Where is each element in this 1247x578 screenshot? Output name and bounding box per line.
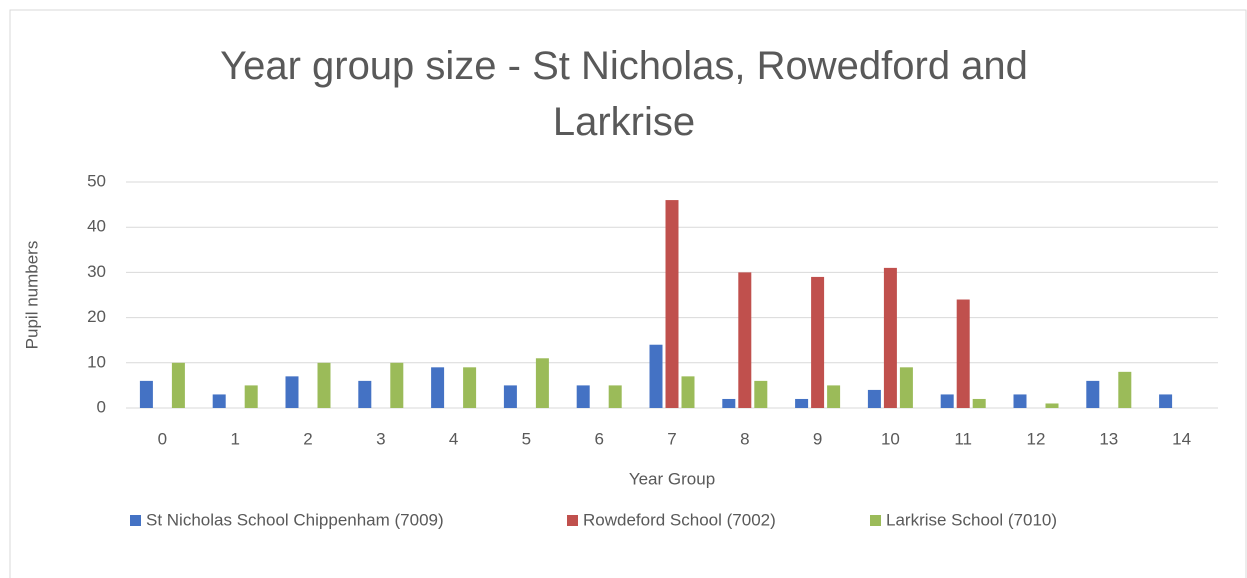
bar <box>899 367 913 408</box>
bar <box>649 344 663 408</box>
x-tick-label: 2 <box>303 429 312 448</box>
bar <box>463 367 477 408</box>
bar <box>317 362 331 408</box>
legend-swatch <box>130 515 141 526</box>
y-axis-title: Pupil numbers <box>22 241 41 350</box>
x-tick-label: 9 <box>813 429 822 448</box>
legend-swatch <box>567 515 578 526</box>
x-tick-label: 13 <box>1099 429 1118 448</box>
y-tick-label: 40 <box>87 217 106 236</box>
legend-label: St Nicholas School Chippenham (7009) <box>146 510 444 529</box>
x-tick-label: 14 <box>1172 429 1191 448</box>
y-tick-label: 20 <box>87 307 106 326</box>
bar <box>1013 394 1027 408</box>
bar <box>576 385 590 408</box>
legend-swatch <box>870 515 881 526</box>
y-tick-label: 50 <box>87 171 106 190</box>
bar <box>883 267 897 408</box>
y-tick-label: 10 <box>87 352 106 371</box>
bar <box>972 398 986 408</box>
x-tick-label: 3 <box>376 429 385 448</box>
bar <box>754 380 768 408</box>
bar <box>244 385 258 408</box>
chart-border <box>9 9 1247 578</box>
bar <box>431 367 445 408</box>
bar <box>1159 394 1173 408</box>
x-tick-label: 1 <box>230 429 239 448</box>
bar <box>1045 403 1059 408</box>
bar <box>738 272 752 408</box>
bar <box>722 398 736 408</box>
x-tick-label: 8 <box>740 429 749 448</box>
bar <box>608 385 622 408</box>
bar <box>535 358 549 408</box>
x-tick-label: 12 <box>1027 429 1046 448</box>
bar <box>811 276 825 408</box>
x-tick-label: 11 <box>954 429 972 448</box>
y-tick-label: 30 <box>87 262 106 281</box>
bar <box>171 362 185 408</box>
x-tick-label: 10 <box>881 429 900 448</box>
x-axis-title: Year Group <box>629 469 715 488</box>
x-tick-label: 6 <box>594 429 603 448</box>
chart-title: Year group size - St Nicholas, Rowedford… <box>220 44 1028 144</box>
x-tick-label: 0 <box>158 429 167 448</box>
bar <box>212 394 226 408</box>
bar <box>1086 380 1100 408</box>
legend-label: Larkrise School (7010) <box>886 510 1057 529</box>
bar <box>139 380 153 408</box>
bar <box>867 389 881 408</box>
bar <box>1118 371 1132 408</box>
x-tick-label: 4 <box>449 429 458 448</box>
bar <box>285 376 299 408</box>
bar <box>956 299 970 408</box>
bar <box>827 385 841 408</box>
bar <box>940 394 954 408</box>
x-tick-label: 7 <box>667 429 676 448</box>
bar <box>665 200 679 408</box>
y-tick-label: 0 <box>97 397 106 416</box>
bar <box>390 362 404 408</box>
x-tick-label: 5 <box>522 429 531 448</box>
bar <box>795 398 809 408</box>
bar <box>503 385 517 408</box>
bar <box>358 380 372 408</box>
legend-label: Rowdeford School (7002) <box>583 510 776 529</box>
bar <box>681 376 695 408</box>
